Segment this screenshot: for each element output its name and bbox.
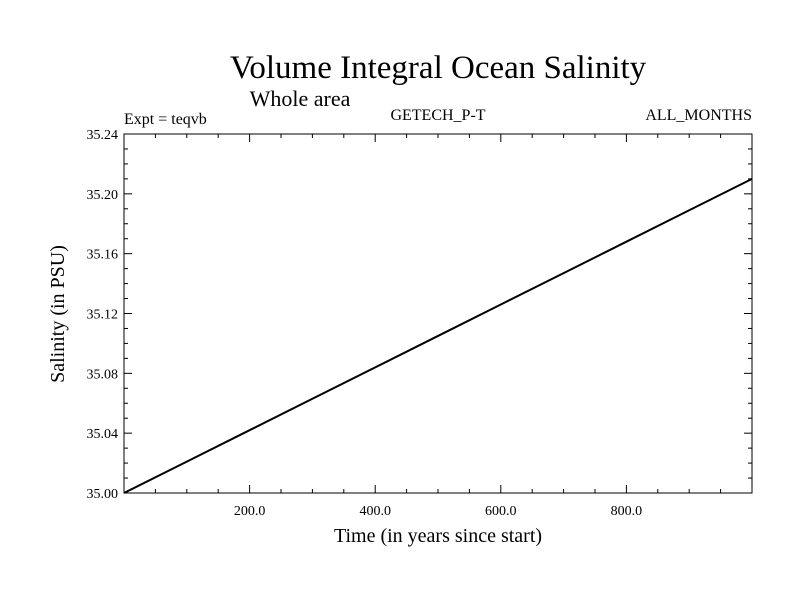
y-axis-label: Salinity (in PSU) — [47, 245, 69, 383]
y-axis: 35.00 35.04 35.08 35.12 35.16 35.20 35.24 — [87, 128, 752, 502]
y-tick-label: 35.00 — [87, 487, 119, 502]
x-tick-label: 200.0 — [234, 504, 266, 519]
x-tick-label: 400.0 — [359, 504, 391, 519]
months-label: ALL_MONTHS — [645, 107, 752, 124]
y-tick-label: 35.16 — [87, 248, 119, 263]
x-tick-label: 600.0 — [485, 504, 517, 519]
x-axis: 200.0 400.0 600.0 800.0 — [154, 134, 722, 519]
y-tick-label: 35.24 — [87, 128, 119, 143]
plot-frame — [123, 133, 753, 494]
x-axis-label: Time (in years since start) — [334, 525, 542, 547]
y-tick-label: 35.08 — [87, 367, 119, 382]
series-group — [123, 177, 753, 494]
y-tick-label: 35.12 — [87, 308, 119, 323]
y-tick-label: 35.20 — [87, 188, 119, 203]
dataset-label: GETECH_P-T — [390, 107, 485, 124]
y-tick-label: 35.04 — [87, 427, 119, 442]
chart-title: Volume Integral Ocean Salinity — [230, 50, 647, 86]
experiment-label: Expt = teqvb — [124, 111, 207, 128]
salinity-series-line — [123, 177, 753, 494]
chart-subtitle: Whole area — [250, 86, 351, 111]
x-tick-label: 800.0 — [611, 504, 643, 519]
